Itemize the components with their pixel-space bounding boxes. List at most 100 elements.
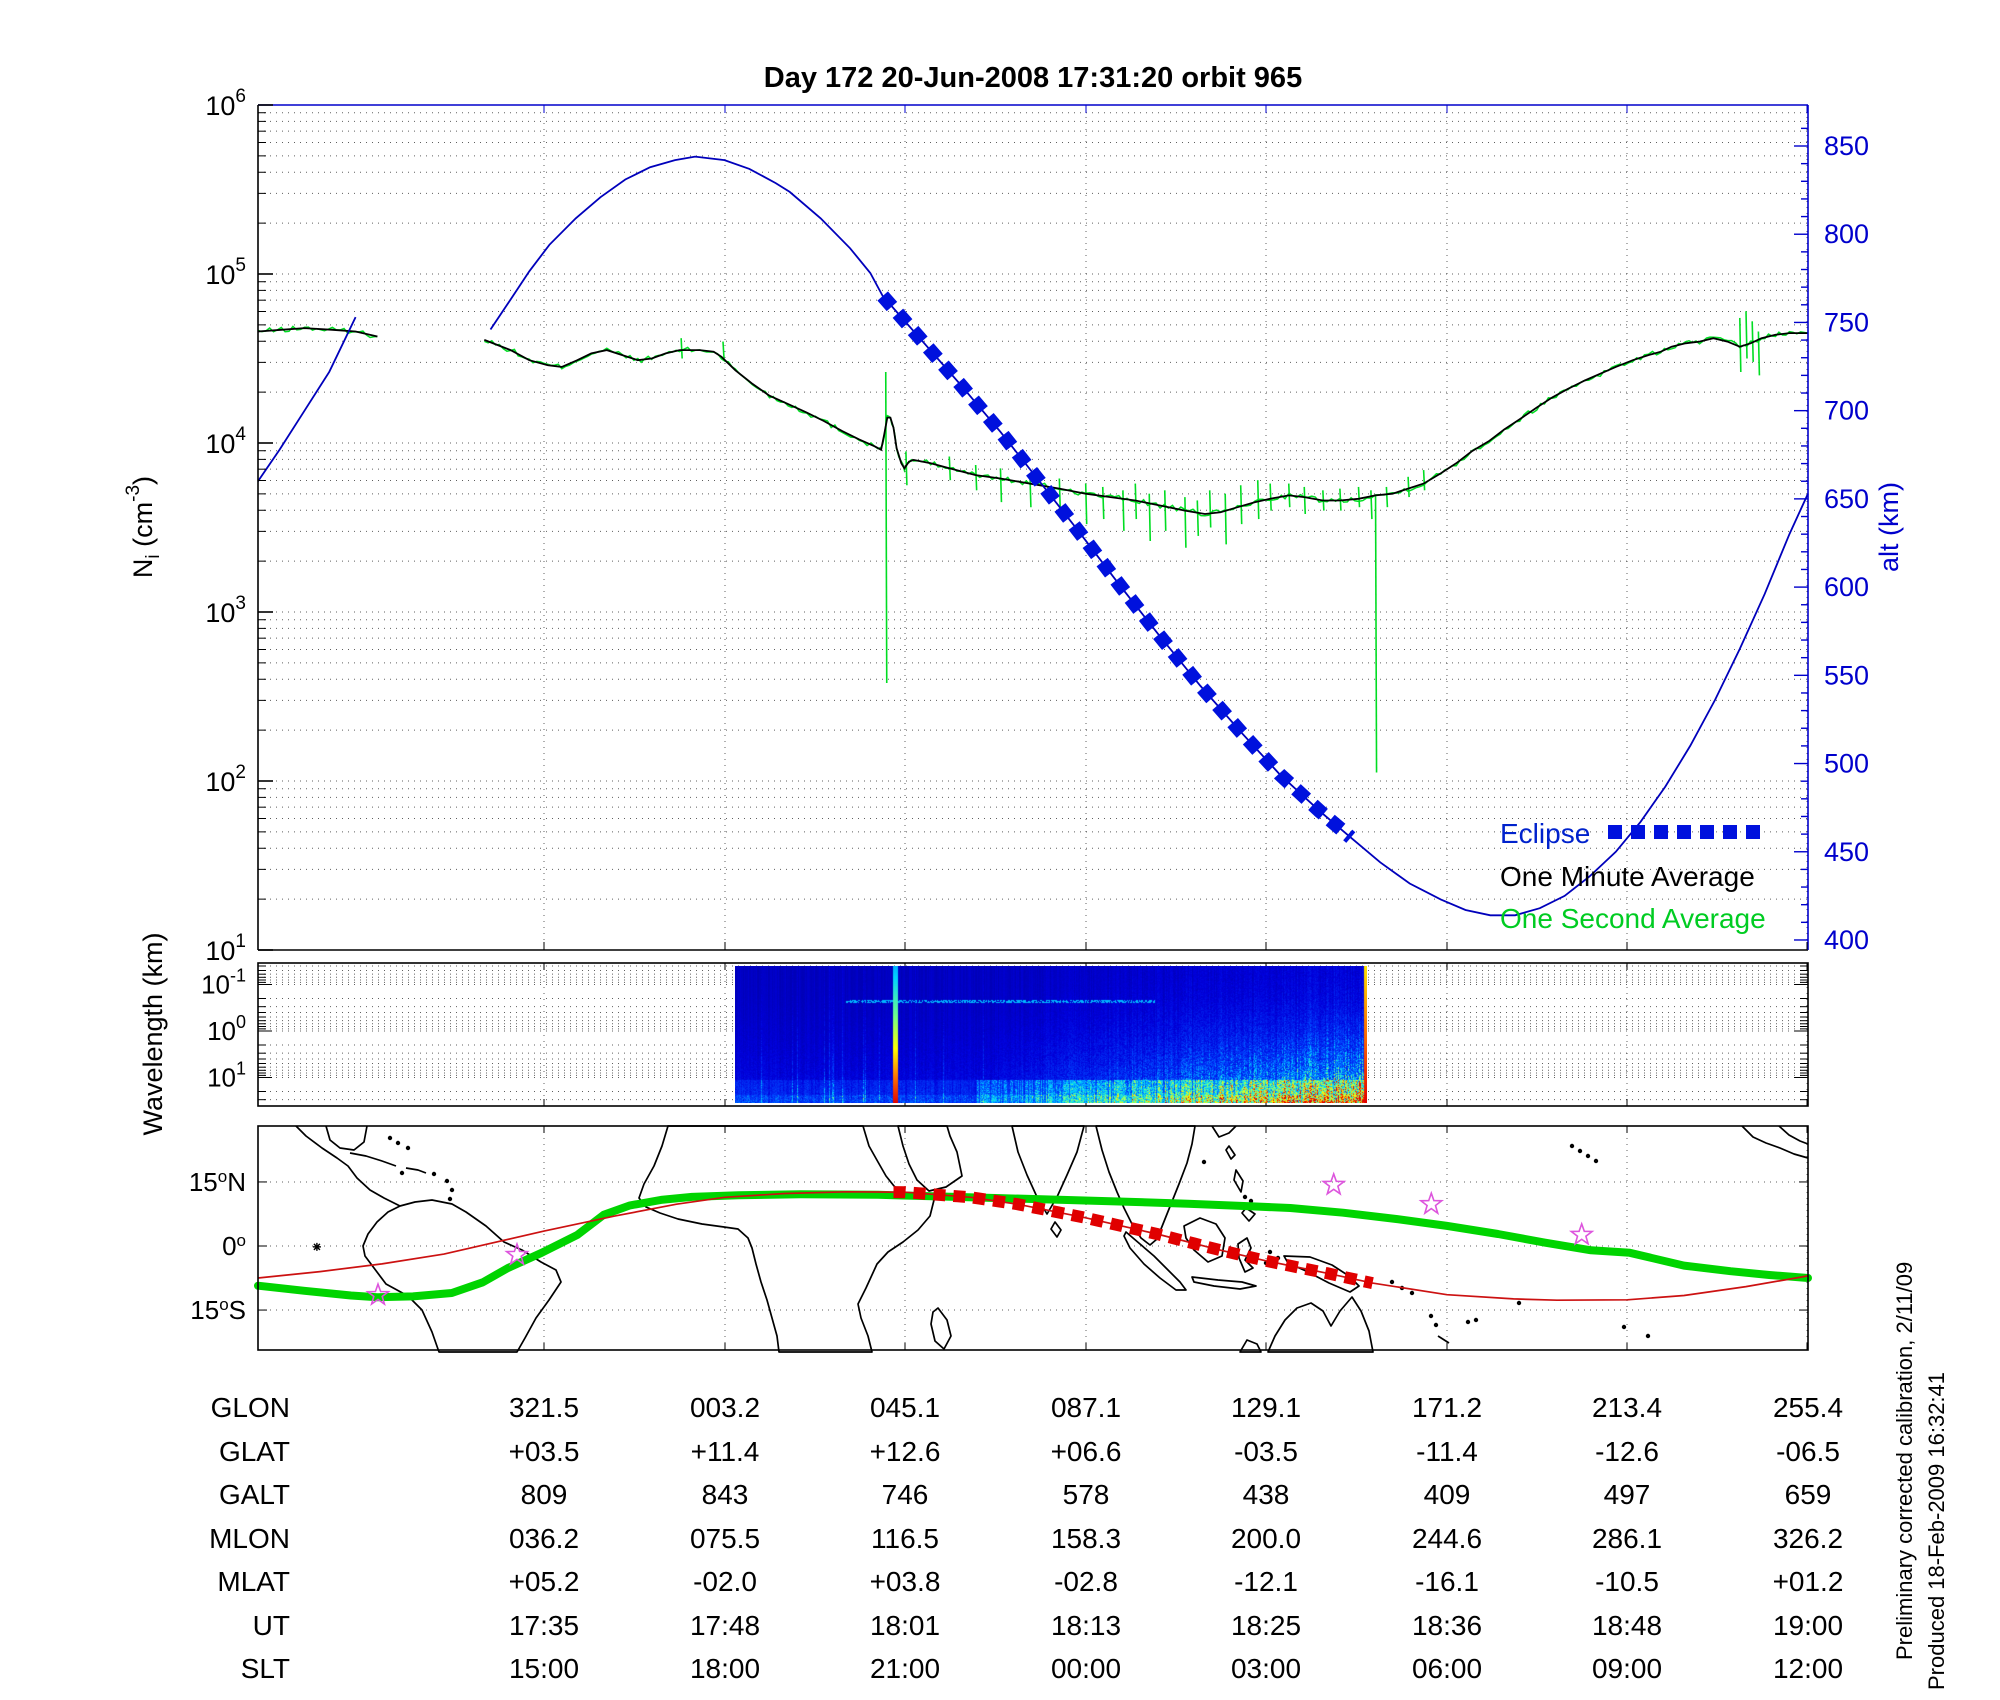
cell-glon-0: 321.5 bbox=[508, 1392, 580, 1423]
map-tick-label: 0o bbox=[222, 1231, 246, 1261]
one-second-spike bbox=[1163, 490, 1167, 531]
map-frame bbox=[257, 1125, 1809, 1351]
density-tick-label: 105 bbox=[205, 255, 246, 290]
one-second-spike bbox=[1739, 317, 1742, 373]
cell-galt-1: 843 bbox=[701, 1479, 749, 1510]
one-second-spike bbox=[1407, 476, 1410, 498]
cell-ut-7: 19:00 bbox=[1772, 1609, 1844, 1641]
cell-glat-1: +11.4 bbox=[690, 1435, 760, 1467]
one-second-spike bbox=[680, 338, 683, 359]
row-label: MLAT bbox=[217, 1566, 290, 1597]
cell-mlat-6: -10.5 bbox=[1595, 1566, 1659, 1597]
one-second-spike bbox=[1357, 486, 1361, 508]
ground-station-star bbox=[365, 1281, 391, 1306]
island-marker bbox=[313, 1243, 321, 1251]
spectrogram-image bbox=[735, 966, 1367, 1103]
cell-galt-0: 809 bbox=[520, 1479, 568, 1510]
coastline bbox=[325, 1125, 368, 1151]
one-second-spike bbox=[1303, 486, 1307, 515]
alt-tick-label: 500 bbox=[1824, 749, 1869, 779]
cell-glon-1: 003.2 bbox=[689, 1392, 761, 1423]
wave-tick-label: 10-1 bbox=[201, 966, 246, 1000]
island-dot bbox=[1428, 1313, 1434, 1319]
island-dot bbox=[1621, 1324, 1627, 1330]
cell-galt-3: 578 bbox=[1062, 1479, 1110, 1510]
island-dot bbox=[1409, 1290, 1415, 1296]
one-second-spike bbox=[974, 464, 978, 491]
island-dot bbox=[1242, 1194, 1248, 1200]
cell-mlon-6: 286.1 bbox=[1591, 1522, 1663, 1554]
produced-note: Produced 18-Feb-2009 16:32:41 bbox=[1924, 1372, 1949, 1690]
coastline bbox=[638, 1125, 935, 1353]
island-dot bbox=[1585, 1153, 1591, 1159]
island-dot bbox=[1248, 1198, 1254, 1204]
density-tick-label: 106 bbox=[205, 86, 246, 121]
ground-station-star bbox=[504, 1241, 530, 1266]
legend-second-label: One Second Average bbox=[1500, 903, 1766, 934]
coastline bbox=[362, 1199, 562, 1353]
island-dot bbox=[1267, 1249, 1273, 1255]
island-dot bbox=[447, 1196, 453, 1202]
coastline bbox=[1050, 1221, 1062, 1238]
one-second-spike bbox=[1239, 485, 1243, 525]
cell-glon-3: 087.1 bbox=[1050, 1392, 1122, 1423]
one-second-spike bbox=[1122, 490, 1125, 531]
cell-mlat-3: -02.8 bbox=[1054, 1566, 1118, 1597]
one-second-average-curve bbox=[484, 330, 1809, 517]
cell-mlon-3: 158.3 bbox=[1050, 1522, 1122, 1554]
cell-ut-5: 18:36 bbox=[1411, 1609, 1483, 1641]
cell-galt-5: 409 bbox=[1423, 1479, 1471, 1510]
island-dot bbox=[1516, 1300, 1522, 1306]
cell-slt-4: 03:00 bbox=[1230, 1653, 1302, 1684]
cell-mlat-7: +01.2 bbox=[1772, 1566, 1844, 1597]
one-second-spike bbox=[1208, 490, 1212, 528]
cell-glat-7: -06.5 bbox=[1776, 1435, 1840, 1467]
cell-mlon-5: 244.6 bbox=[1411, 1522, 1483, 1554]
cell-galt-2: 746 bbox=[881, 1479, 929, 1510]
cell-ut-4: 18:25 bbox=[1230, 1609, 1302, 1641]
cell-glat-6: -12.6 bbox=[1595, 1435, 1659, 1467]
cell-glat-5: -11.4 bbox=[1416, 1435, 1478, 1467]
one-second-spike bbox=[1385, 486, 1389, 508]
cell-slt-6: 09:00 bbox=[1591, 1653, 1663, 1684]
cell-mlon-7: 326.2 bbox=[1772, 1522, 1844, 1554]
satellite-ground-track bbox=[257, 1190, 1809, 1302]
row-label: SLT bbox=[240, 1653, 290, 1684]
map-tick-label: 15oN bbox=[189, 1167, 246, 1197]
row-label: MLON bbox=[209, 1522, 290, 1554]
island-dot bbox=[444, 1178, 450, 1184]
legend-minute-label: One Minute Average bbox=[1500, 861, 1755, 892]
island-dot bbox=[395, 1140, 401, 1146]
island-dot bbox=[405, 1145, 411, 1151]
one-second-spike bbox=[1256, 480, 1260, 520]
density-tick-label: 101 bbox=[205, 931, 246, 966]
wave-tick-label: 100 bbox=[207, 1012, 246, 1046]
cell-mlat-1: -02.0 bbox=[693, 1566, 757, 1597]
coastline bbox=[1095, 1125, 1196, 1246]
island-dot bbox=[1389, 1279, 1395, 1285]
cell-glat-2: +12.6 bbox=[869, 1435, 941, 1467]
coastline bbox=[897, 1125, 963, 1192]
cell-glon-6: 213.4 bbox=[1591, 1392, 1663, 1423]
cell-mlat-2: +03.8 bbox=[869, 1566, 941, 1597]
provenance-notes: Preliminary corrected calibration, 2/11/… bbox=[1892, 1262, 1949, 1690]
row-label: GALT bbox=[218, 1479, 290, 1510]
map-tick-label: 15oS bbox=[190, 1295, 246, 1325]
alt-tick-label: 450 bbox=[1824, 837, 1869, 867]
wave-tick-label: 101 bbox=[207, 1059, 246, 1093]
coastline bbox=[1267, 1296, 1374, 1353]
alt-tick-label: 750 bbox=[1824, 307, 1869, 337]
cell-slt-3: 00:00 bbox=[1050, 1653, 1122, 1684]
cell-glon-7: 255.4 bbox=[1772, 1392, 1844, 1423]
one-second-spike bbox=[1370, 490, 1373, 520]
one-second-spike bbox=[1184, 497, 1187, 548]
cell-ut-1: 17:48 bbox=[689, 1609, 761, 1641]
alt-tick-label: 600 bbox=[1824, 572, 1869, 602]
row-label: UT bbox=[252, 1609, 290, 1641]
island-dot bbox=[399, 1170, 405, 1176]
island-dot bbox=[1577, 1148, 1583, 1154]
cell-slt-2: 21:00 bbox=[869, 1653, 941, 1684]
island-dot bbox=[1465, 1319, 1471, 1325]
density-panel: 106 105 104 103 102 101 850 800 750 700 650 600 550 5… bbox=[123, 86, 1904, 966]
